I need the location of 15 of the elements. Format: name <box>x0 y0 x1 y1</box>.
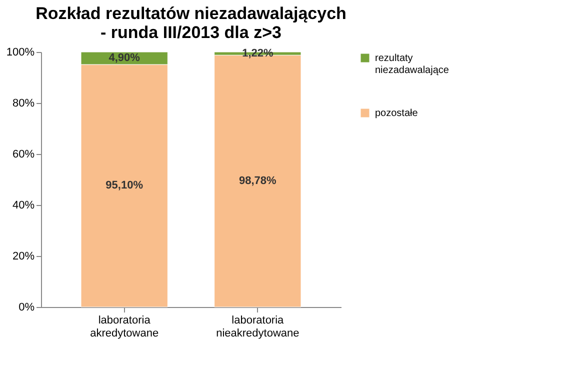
y-tick-label: 0% <box>18 302 35 314</box>
legend-label: rezultaty niezadawalające <box>375 53 450 76</box>
data-label: 95,10% <box>106 180 144 192</box>
y-tick-label: 60% <box>12 148 35 160</box>
x-tick-label: laboratoria akredytowane <box>90 314 159 340</box>
y-tick-label: 80% <box>12 98 35 110</box>
legend-label: pozostałe <box>375 108 418 119</box>
data-label: 4,90% <box>108 52 140 64</box>
y-tick-label: 20% <box>12 250 35 262</box>
y-tick-label: 40% <box>12 200 35 212</box>
x-tick-label: laboratoria nieakredytowane <box>216 314 300 340</box>
data-label: 1,22% <box>242 48 274 60</box>
y-tick-label: 100% <box>6 46 35 58</box>
data-label: 98,78% <box>239 175 277 188</box>
chart-title: Rozkład rezultatów niezadawalających - runda III/2013 dla z>3 <box>36 4 346 42</box>
